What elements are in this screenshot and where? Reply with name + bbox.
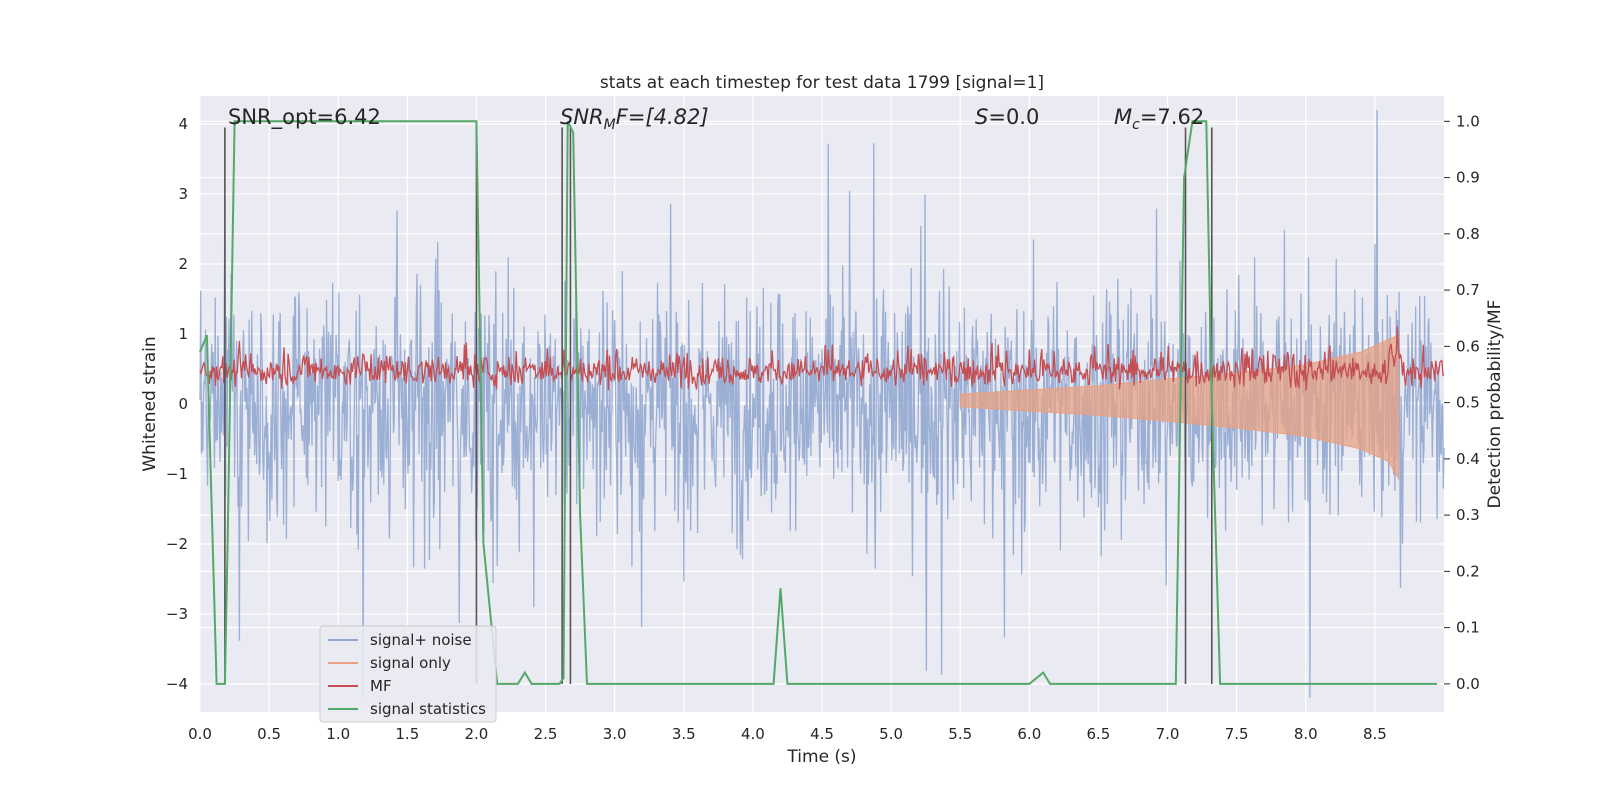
x-tick-label: 8.5 xyxy=(1363,725,1387,743)
legend-box xyxy=(319,625,497,723)
annotation-snr-opt: SNR_opt=6.42 xyxy=(228,105,381,130)
y-right-tick-label: 0.2 xyxy=(1456,562,1480,580)
annotation-mc: Mc=7.62 xyxy=(1114,105,1204,133)
y-right-tick-label: 1.0 xyxy=(1456,112,1480,130)
annotation-s: S=0.0 xyxy=(975,105,1039,129)
x-tick-label: 2.0 xyxy=(465,725,489,743)
y-left-tick-label: 1 xyxy=(178,325,188,343)
y-left-tick-label: 0 xyxy=(178,395,188,413)
y-left-tick-label: 3 xyxy=(178,185,188,203)
x-tick-label: 8.0 xyxy=(1294,725,1318,743)
annotation-snr-mf: SNRMF=[4.82] xyxy=(560,105,709,133)
x-axis-ticks: 0.0 0.5 1.0 1.5 2.0 2.5 3.0 3.5 4.0 4.5 5.0 5.5 6.0 6… xyxy=(188,725,1387,743)
legend-label-signal-only: signal only xyxy=(370,654,451,672)
signal-statistics-line xyxy=(199,120,1438,685)
y-right-tick-label: 0.4 xyxy=(1456,450,1480,468)
y-right-tick-label: 0.6 xyxy=(1456,337,1480,355)
legend-label-signal-noise: signal+ noise xyxy=(370,631,472,649)
y-right-tick-label: 0.9 xyxy=(1456,169,1480,187)
y-right-tick-label: 0.8 xyxy=(1456,225,1480,243)
y-right-axis-ticks: 1.0 0.9 0.8 0.7 0.6 0.5 0.4 0.3 0.2 0.1 0.0 xyxy=(1444,112,1480,693)
x-tick-label: 4.5 xyxy=(810,725,834,743)
signal-noise-line xyxy=(199,109,1445,699)
legend-label-mf: MF xyxy=(370,677,392,695)
x-tick-label: 7.0 xyxy=(1156,725,1180,743)
y-left-axis-ticks: 4 3 2 1 0 −1 −2 −3 −4 xyxy=(166,115,188,693)
y-left-tick-label: −1 xyxy=(166,465,188,483)
legend: signal+ noise signal only MF signal stat… xyxy=(319,625,497,723)
signal-statistics-series xyxy=(199,120,1438,685)
x-tick-label: 3.0 xyxy=(603,725,627,743)
x-tick-label: 7.5 xyxy=(1225,725,1249,743)
legend-label-signal-statistics: signal statistics xyxy=(370,700,486,718)
y-right-axis-label: Detection probability/MF xyxy=(1485,300,1505,509)
mf-series xyxy=(199,326,1445,391)
signal-noise-series xyxy=(199,109,1445,699)
chart-title: stats at each timestep for test data 179… xyxy=(600,73,1044,93)
x-tick-label: 2.5 xyxy=(534,725,558,743)
threshold-lines xyxy=(224,127,1213,684)
y-right-tick-label: 0.7 xyxy=(1456,281,1480,299)
y-right-tick-label: 0.0 xyxy=(1456,675,1480,693)
y-left-tick-label: −2 xyxy=(166,535,188,553)
y-right-tick-label: 0.5 xyxy=(1456,394,1480,412)
mf-line xyxy=(199,326,1445,391)
x-tick-label: 1.5 xyxy=(395,725,419,743)
x-tick-label: 5.5 xyxy=(948,725,972,743)
x-tick-label: 1.0 xyxy=(326,725,350,743)
y-left-tick-label: −4 xyxy=(166,675,188,693)
x-tick-label: 4.0 xyxy=(741,725,765,743)
y-left-tick-label: 2 xyxy=(178,255,188,273)
x-tick-label: 3.5 xyxy=(672,725,696,743)
x-tick-label: 6.5 xyxy=(1087,725,1111,743)
y-left-axis-label: Whitened strain xyxy=(140,336,160,471)
y-left-tick-label: −3 xyxy=(166,605,188,623)
x-tick-label: 0.5 xyxy=(257,725,281,743)
y-left-tick-label: 4 xyxy=(178,115,188,133)
x-tick-label: 6.0 xyxy=(1017,725,1041,743)
x-tick-label: 0.0 xyxy=(188,725,212,743)
y-right-tick-label: 0.1 xyxy=(1456,619,1480,637)
y-right-tick-label: 0.3 xyxy=(1456,506,1480,524)
x-tick-label: 5.0 xyxy=(879,725,903,743)
x-axis-label: Time (s) xyxy=(786,747,856,767)
